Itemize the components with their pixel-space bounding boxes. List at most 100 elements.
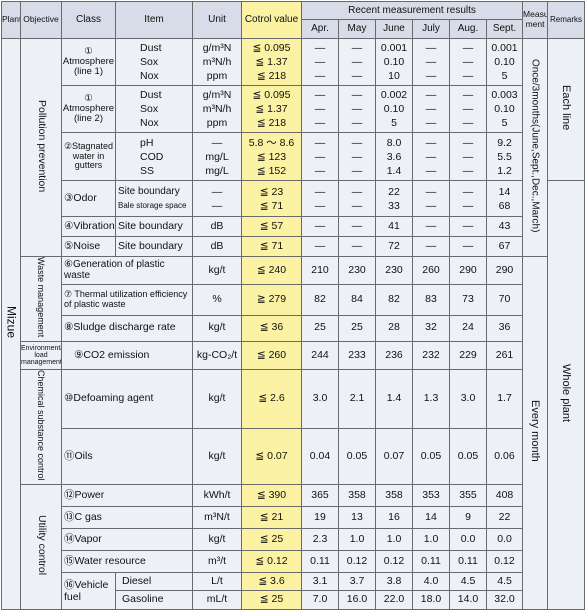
label-sludge-discharge: ⑧Sludge discharge rate: [61, 314, 193, 342]
value-defoaming-may: 2.1: [338, 368, 376, 429]
value-noise-may: —: [338, 236, 376, 257]
value-thermal-may: 84: [338, 283, 376, 316]
control-atmosphere-line2: ≦ 0.095 ≦ 1.37 ≦ 218: [241, 85, 302, 133]
control-sludge-discharge: ≦ 36: [241, 314, 302, 342]
measure-pollution: Once/3months(June,Sept.,Dec.,March): [522, 38, 549, 257]
value-power-sept: 408: [485, 484, 524, 508]
value-atm1-apr: — — —: [301, 38, 339, 86]
value-water-res-july: 0.11: [412, 550, 450, 574]
header-unit: Unit: [192, 1, 242, 39]
control-power: ≦ 390: [241, 484, 302, 508]
value-vapor-apr: 2.3: [301, 528, 339, 552]
unit-vapor: kg/t: [192, 528, 242, 552]
value-atm2-apr: — — —: [301, 85, 339, 133]
label-thermal-utilization: ⑦ Thermal utilization efficiency of plas…: [61, 283, 193, 316]
value-odor-may: — —: [338, 180, 376, 217]
objective-pollution: Pollution prevention: [20, 38, 62, 257]
unit-co2-emission: kg-CO₂/t: [192, 340, 242, 370]
value-defoaming-sept: 1.7: [485, 368, 524, 429]
header-month-may: May: [338, 19, 376, 39]
value-thermal-july: 83: [412, 283, 450, 316]
control-odor: ≦ 23 ≦ 71: [241, 180, 302, 217]
value-diesel-june: 3.8: [375, 572, 413, 592]
objective-chemical: Chemical substance control: [20, 368, 62, 486]
header-month-aug: Aug.: [449, 19, 487, 39]
unit-noise: dB: [192, 236, 242, 257]
value-sludge-sept: 36: [485, 314, 524, 342]
value-water-aug: — — —: [449, 132, 487, 181]
value-vapor-may: 1.0: [338, 528, 376, 552]
value-gasoline-apr: 7.0: [301, 590, 339, 610]
value-co2-apr: 244: [301, 340, 339, 370]
value-atm1-may: — — —: [338, 38, 376, 86]
unit-plastic-generation: kg/t: [192, 256, 242, 285]
value-gasoline-sept: 32.0: [485, 590, 524, 610]
value-water-apr: — — —: [301, 132, 339, 181]
value-atm1-sept: 0.001 0.10 5: [485, 38, 524, 86]
label-vapor: ⑭Vapor: [61, 528, 193, 552]
value-oils-sept: 0.06: [485, 427, 524, 486]
class-odor: ③Odor: [61, 180, 116, 217]
control-diesel: ≦ 3.6: [241, 572, 302, 592]
value-plastic-july: 260: [412, 256, 450, 285]
value-atm1-aug: — — —: [449, 38, 487, 86]
measure-every-month: Every month: [522, 255, 549, 610]
remarks-each-line: Each line: [547, 38, 585, 181]
value-co2-aug: 229: [449, 340, 487, 370]
header-measurement: Measure ment: [522, 1, 549, 39]
value-vapor-july: 1.0: [412, 528, 450, 552]
value-power-july: 353: [412, 484, 450, 508]
value-oils-july: 0.05: [412, 427, 450, 486]
control-co2-emission: ≦ 260: [241, 340, 302, 370]
value-water-june: 8.0 3.6 1.4: [375, 132, 413, 181]
value-co2-july: 232: [412, 340, 450, 370]
value-vapor-sept: 0.0: [485, 528, 524, 552]
value-water-sept: 9.2 5.5 1.2: [485, 132, 524, 181]
value-defoaming-july: 1.3: [412, 368, 450, 429]
value-power-apr: 365: [301, 484, 339, 508]
value-sludge-june: 28: [375, 314, 413, 342]
header-month-apr: Apr.: [301, 19, 339, 39]
value-atm1-june: 0.001 0.10 10: [375, 38, 413, 86]
value-plastic-apr: 210: [301, 256, 339, 285]
label-plastic-generation: ⑥Generation of plastic waste: [61, 256, 193, 285]
unit-oils: kg/t: [192, 427, 242, 486]
control-stagnated-water: 5.8 ～ 8.6 ≦ 123 ≦ 152: [241, 132, 302, 181]
value-noise-apr: —: [301, 236, 339, 257]
header-month-sept: Sept.: [485, 19, 524, 39]
value-plastic-june: 230: [375, 256, 413, 285]
value-water-res-aug: 0.11: [449, 550, 487, 574]
units-atmosphere-line1: g/m³N m³N/h ppm: [192, 38, 242, 86]
value-diesel-sept: 4.5: [485, 572, 524, 592]
value-cgas-sept: 22: [485, 506, 524, 530]
class-atmosphere-line1: ① Atmosphere (line 1): [61, 38, 116, 86]
items-atmosphere-line2: Dust Sox Nox: [115, 85, 193, 133]
value-co2-june: 236: [375, 340, 413, 370]
value-diesel-aug: 4.5: [449, 572, 487, 592]
value-oils-apr: 0.04: [301, 427, 339, 486]
value-vibration-may: —: [338, 216, 376, 237]
label-defoaming-agent: ⑩Defoaming agent: [61, 368, 193, 429]
control-gasoline: ≦ 25: [241, 590, 302, 610]
value-co2-sept: 261: [485, 340, 524, 370]
plant-cell: Mizue: [1, 37, 21, 610]
value-vibration-sept: 43: [485, 216, 524, 237]
header-plant: Plant: [1, 1, 21, 39]
control-noise: ≦ 71: [241, 236, 302, 257]
value-cgas-june: 16: [375, 506, 413, 530]
value-vibration-aug: —: [449, 216, 487, 237]
header-remarks: Remarks: [547, 1, 585, 39]
value-plastic-aug: 290: [449, 256, 487, 285]
item-noise: Site boundary: [115, 236, 193, 257]
unit-water-resource: m³/t: [192, 550, 242, 574]
control-atmosphere-line1: ≦ 0.095 ≦ 1.37 ≦ 218: [241, 38, 302, 86]
value-atm2-sept: 0.003 0.10 5: [485, 85, 524, 133]
unit-power: kWh/t: [192, 484, 242, 508]
header-month-june: June: [375, 19, 413, 39]
value-odor-sept: 14 68: [485, 180, 524, 217]
value-odor-aug: — —: [449, 180, 487, 217]
items-odor: Site boundary Bale storage space: [115, 180, 193, 217]
value-atm2-aug: — — —: [449, 85, 487, 133]
value-atm1-july: — — —: [412, 38, 450, 86]
